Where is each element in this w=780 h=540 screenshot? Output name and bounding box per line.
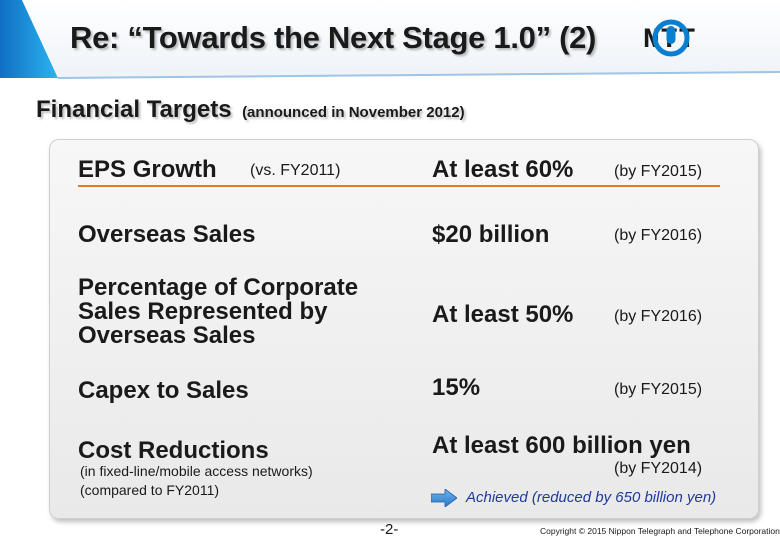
ntt-logo-icon — [652, 19, 690, 57]
copyright-notice: Copyright © 2015 Nippon Telegraph and Te… — [540, 526, 780, 536]
eps-growth-qualifier: (vs. FY2011) — [250, 162, 341, 179]
cost-reductions-label: Cost Reductions — [78, 437, 269, 464]
capex-to-sales-timing: (by FY2015) — [614, 381, 703, 398]
ntt-logo: NTT — [643, 18, 696, 62]
cost-reductions-note-2: (compared to FY2011) — [80, 482, 220, 498]
overseas-percentage-label: Percentage of Corporate Sales Represente… — [78, 276, 358, 348]
section-title: Financial Targets — [36, 96, 232, 123]
header-banner: Re: “Towards the Next Stage 1.0” (2) NTT — [0, 0, 780, 90]
eps-growth-label: EPS Growth — [78, 156, 217, 183]
capex-to-sales-target: 15% — [432, 374, 481, 401]
cost-reductions-note-1: (in fixed-line/mobile access networks) — [80, 463, 313, 479]
targets-panel — [49, 139, 759, 519]
overseas-sales-target: $20 billion — [432, 221, 550, 248]
label-line: Percentage of Corporate — [78, 274, 359, 301]
capex-to-sales-label: Capex to Sales — [78, 377, 249, 404]
achievement-status: Achieved (reduced by 650 billion yen) — [466, 489, 717, 506]
header-background — [0, 0, 780, 79]
eps-growth-target: At least 60% — [432, 156, 574, 183]
row-divider — [78, 185, 720, 187]
overseas-sales-timing: (by FY2016) — [614, 227, 703, 244]
overseas-sales-label: Overseas Sales — [78, 221, 256, 248]
page-number: -2- — [380, 521, 399, 538]
overseas-percentage-timing: (by FY2016) — [614, 308, 703, 325]
overseas-percentage-target: At least 50% — [432, 301, 574, 328]
section-heading: Financial Targets (announced in November… — [36, 96, 465, 124]
page-title: Re: “Towards the Next Stage 1.0” (2) — [70, 20, 597, 55]
eps-growth-timing: (by FY2015) — [614, 163, 703, 180]
section-note: (announced in November 2012) — [242, 104, 465, 121]
cost-reductions-timing: (by FY2014) — [614, 460, 703, 477]
cost-reductions-target: At least 600 billion yen — [432, 432, 691, 459]
label-line: Overseas Sales — [78, 322, 256, 349]
label-line: Sales Represented by — [78, 298, 328, 325]
arrow-right-icon — [431, 489, 457, 507]
